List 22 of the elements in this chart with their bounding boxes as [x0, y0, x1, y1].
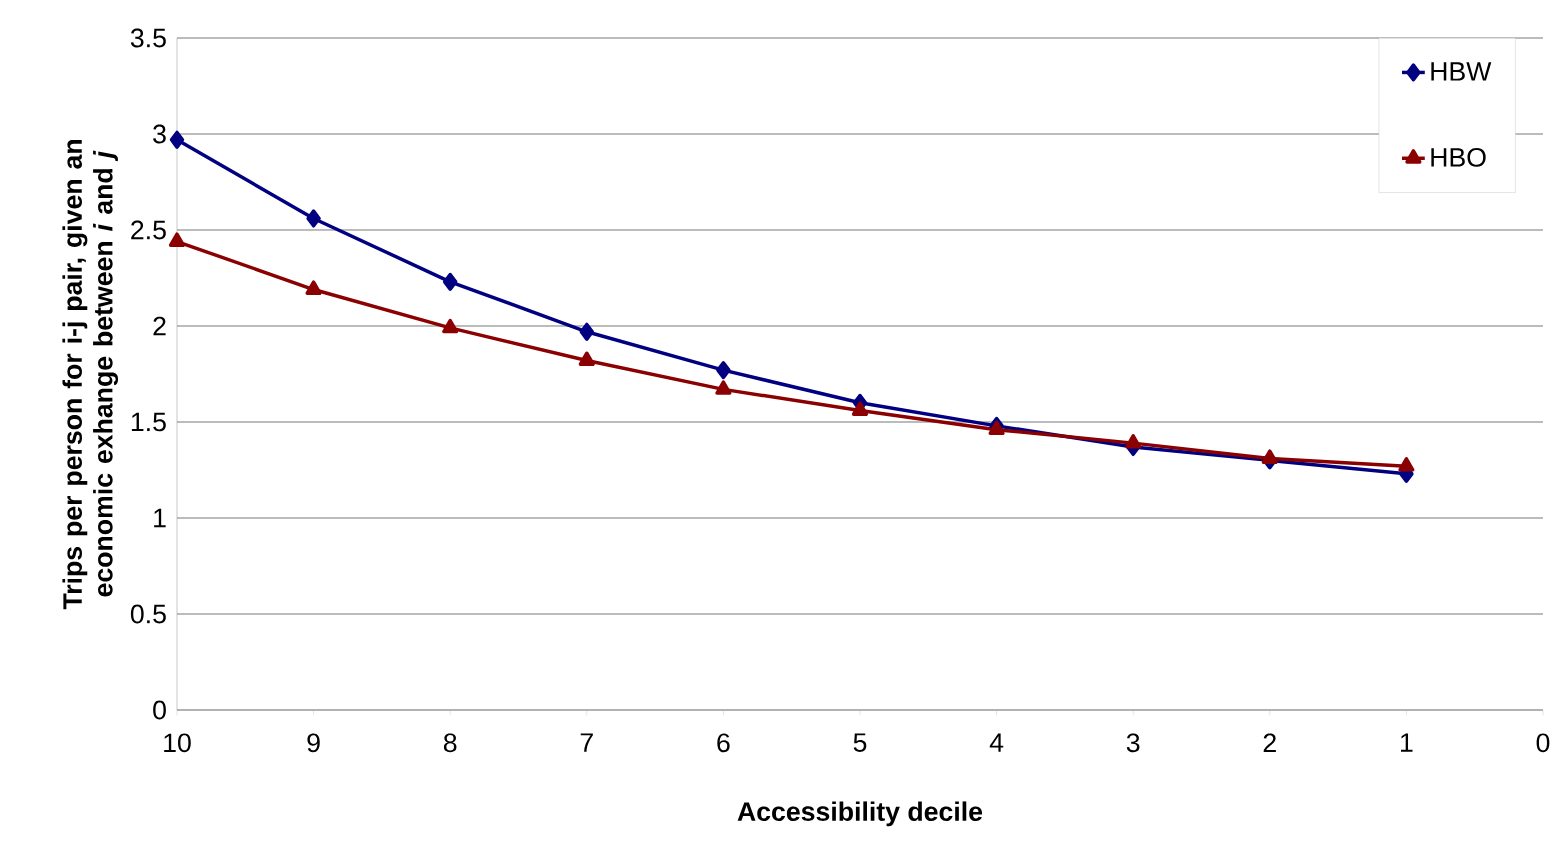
x-tick-label: 0 [1536, 733, 1550, 753]
x-tick-label: 1 [1401, 733, 1413, 752]
x-tick-label: 2 [1263, 733, 1276, 752]
x-tick-label: 10 [164, 733, 191, 753]
x-tick-label: 5 [853, 733, 867, 752]
y-tick-label: 1 [154, 508, 166, 528]
y-tick-label: 0.5 [130, 604, 166, 624]
legend-label: HBW [1431, 62, 1492, 81]
x-tick-label: 9 [307, 733, 320, 753]
x-tick-label: 3 [1126, 733, 1140, 753]
x-axis-title: Accessibility decile [737, 801, 983, 827]
y-tick-label: 3.5 [130, 28, 166, 48]
x-tick-label: 7 [580, 733, 593, 752]
y-tick-label: 0 [153, 700, 166, 720]
y-tick-label: 1.5 [131, 412, 166, 432]
x-tick-label: 8 [443, 733, 457, 753]
y-tick-label: 3 [153, 124, 166, 144]
y-tick-label: 2 [153, 316, 166, 336]
x-tick-label: 4 [989, 733, 1004, 752]
y-tick-label: 2.5 [131, 220, 166, 240]
x-tick-label: 6 [717, 733, 730, 753]
legend-label: HBO [1431, 147, 1486, 167]
